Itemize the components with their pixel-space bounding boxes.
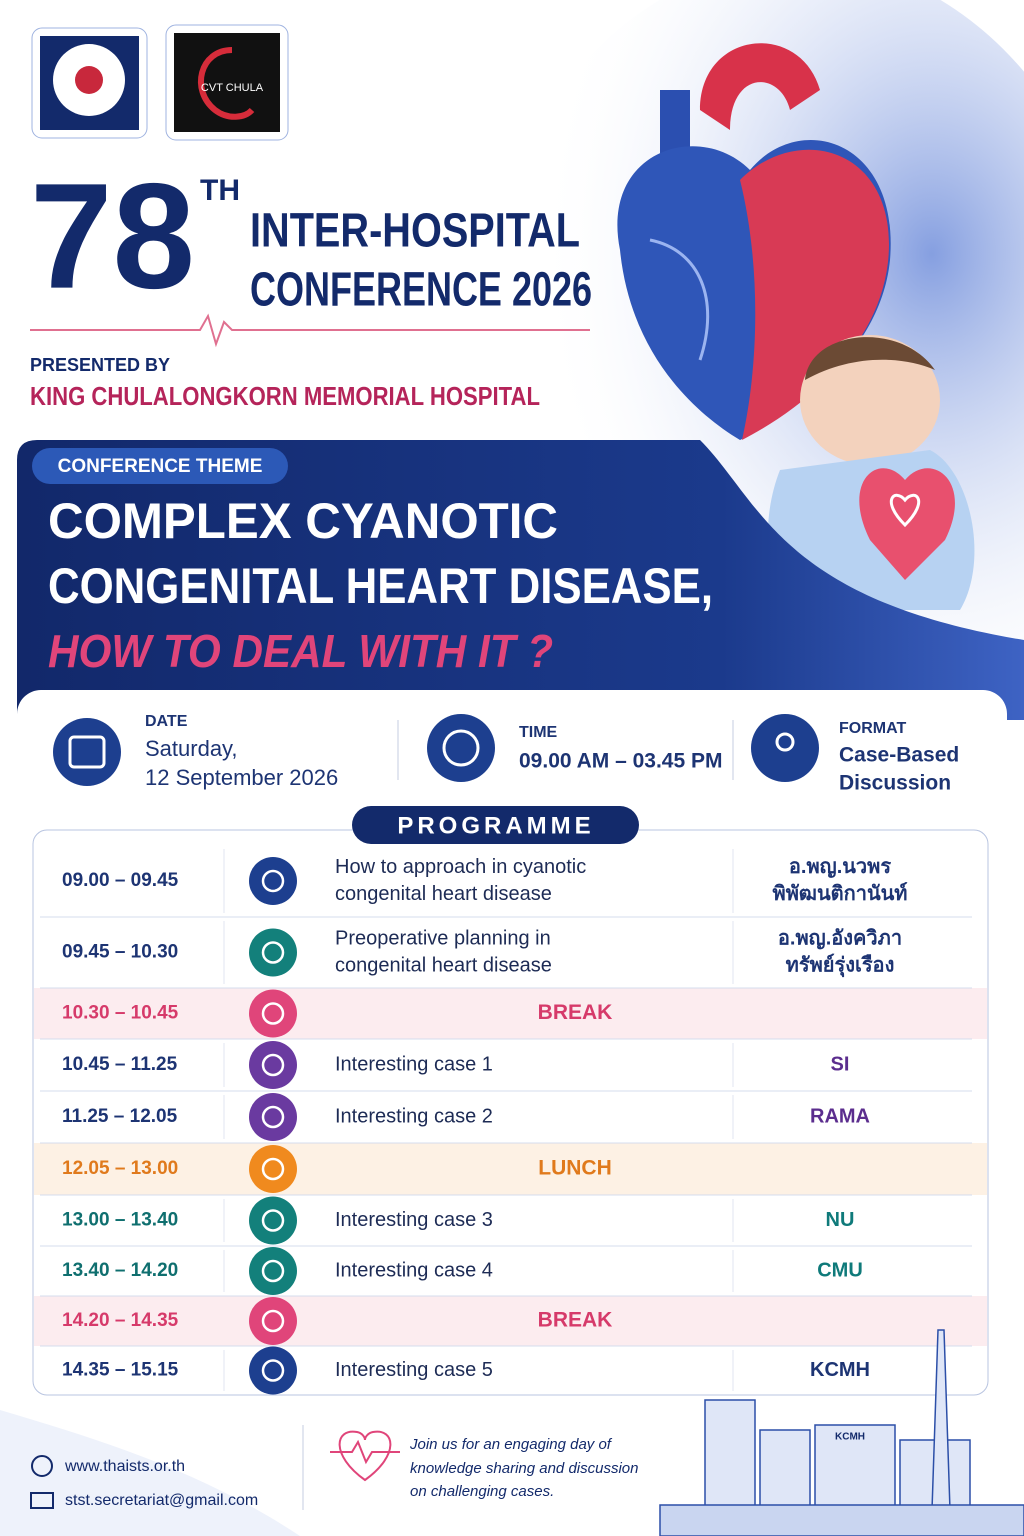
- row-icon: [249, 928, 297, 977]
- row-icon: [249, 1041, 297, 1089]
- row-icon-glyph: [261, 1053, 285, 1077]
- format-icon: [751, 714, 819, 782]
- row-speaker: อ.พญ.อังควิภา: [778, 927, 902, 949]
- calendar-icon: [53, 718, 121, 786]
- info-value: Discussion: [839, 772, 951, 795]
- row-icon-glyph: [261, 1105, 285, 1129]
- row-speaker: SI: [831, 1053, 850, 1075]
- row-icon: [249, 1196, 297, 1245]
- edition-suffix: TH: [200, 174, 240, 207]
- email[interactable]: stst.secretariat@gmail.com: [65, 1492, 258, 1509]
- edition-number: 78: [30, 152, 195, 320]
- theme-label: CONFERENCE THEME: [58, 456, 263, 477]
- row-topic: congenital heart disease: [335, 883, 552, 905]
- row-background: [34, 1143, 987, 1195]
- row-speaker: RAMA: [810, 1105, 870, 1127]
- clock-icon: [427, 714, 495, 782]
- info-value: Case-Based: [839, 744, 959, 767]
- website[interactable]: www.thaists.or.th: [64, 1458, 185, 1475]
- format-glyph: [775, 732, 795, 752]
- mail-icon: [30, 1492, 54, 1509]
- footer-wave: [0, 1410, 300, 1536]
- row-time: 14.35 – 15.15: [62, 1360, 179, 1381]
- row-speaker: ทรัพย์รุ่งเรือง: [786, 953, 895, 977]
- theme-title: COMPLEX CYANOTIC: [48, 493, 558, 549]
- row-topic: Interesting case 4: [335, 1259, 493, 1281]
- row-topic: congenital heart disease: [335, 954, 552, 976]
- row-topic: Interesting case 5: [335, 1359, 493, 1381]
- programme-rows: 09.00 – 09.45 How to approach in cyanotic…: [34, 849, 987, 1395]
- row-icon-glyph: [261, 869, 285, 893]
- row-time: 09.45 – 10.30: [62, 942, 178, 963]
- theme-title: CONGENITAL HEART DISEASE,: [48, 558, 713, 614]
- hospital-skyline: [659, 1329, 1024, 1536]
- row-speaker: NU: [826, 1209, 855, 1231]
- row-background: [34, 1296, 987, 1346]
- row-label: BREAK: [538, 1001, 613, 1024]
- row-topic: Preoperative planning in: [335, 927, 551, 949]
- row-label: BREAK: [538, 1309, 613, 1332]
- building-sign: KCMH: [835, 1432, 865, 1443]
- info-label: DATE: [145, 713, 188, 730]
- row-topic: How to approach in cyanotic: [335, 856, 586, 878]
- row-topic: Interesting case 3: [335, 1209, 493, 1231]
- row-topic: Interesting case 1: [335, 1053, 493, 1075]
- row-background: [34, 988, 987, 1039]
- presenter: KING CHULALONGKORN MEMORIAL HOSPITAL: [30, 381, 540, 411]
- row-time: 12.05 – 13.00: [62, 1158, 178, 1179]
- ecg-line: [30, 313, 590, 348]
- theme-subtitle: HOW TO DEAL WITH IT ?: [48, 625, 553, 677]
- logo-text: CVT CHULA: [201, 82, 264, 94]
- calendar-glyph: [68, 735, 106, 769]
- globe-icon: [31, 1455, 53, 1477]
- programme-pill: [352, 806, 639, 844]
- row-icon: [249, 1093, 297, 1141]
- row-icon: [249, 857, 297, 905]
- row-time: 10.45 – 11.25: [62, 1054, 178, 1075]
- row-icon-glyph: [261, 1209, 285, 1232]
- row-time: 14.20 – 14.35: [62, 1310, 179, 1331]
- row-speaker: CMU: [817, 1259, 863, 1281]
- info-value: 12 September 2026: [145, 765, 338, 790]
- row-speaker: พิพัฒนติกานันท์: [773, 882, 908, 905]
- row-icon: [249, 1297, 297, 1345]
- row-icon-glyph: [261, 1157, 285, 1181]
- footer-message: on challenging cases.: [410, 1483, 554, 1500]
- row-icon-glyph: [261, 1359, 285, 1382]
- presented-by: PRESENTED BY: [30, 355, 170, 375]
- title-line: CONFERENCE 2026: [250, 264, 592, 317]
- row-time: 10.30 – 10.45: [62, 1003, 179, 1024]
- logo-cvt-heart: [197, 47, 255, 120]
- heart-ecg-icon: [330, 1430, 400, 1482]
- theme-band: [17, 440, 1024, 720]
- footer-message: knowledge sharing and discussion: [410, 1460, 638, 1477]
- info-label: TIME: [519, 724, 558, 741]
- info-value: Saturday,: [145, 736, 238, 761]
- logo-seal-heart: [75, 66, 103, 94]
- row-icon: [249, 1346, 297, 1395]
- info-value: 09.00 AM – 03.45 PM: [519, 750, 723, 773]
- row-time: 13.40 – 14.20: [62, 1260, 178, 1281]
- row-icon-glyph: [261, 1259, 285, 1283]
- row-speaker: KCMH: [810, 1359, 870, 1381]
- title-line: INTER-HOSPITAL: [250, 205, 580, 258]
- programme-title: PROGRAMME: [397, 812, 594, 839]
- info-label: FORMAT: [839, 720, 906, 737]
- row-icon: [249, 1145, 297, 1193]
- row-icon: [249, 989, 297, 1038]
- row-time: 13.00 – 13.40: [62, 1210, 178, 1231]
- row-speaker: อ.พญ.นวพร: [789, 856, 891, 878]
- footer-message: Join us for an engaging day of: [409, 1436, 613, 1453]
- row-icon: [249, 1247, 297, 1295]
- clock-glyph: [442, 729, 480, 767]
- row-icon-glyph: [261, 941, 285, 964]
- row-label: LUNCH: [538, 1157, 612, 1180]
- row-time: 11.25 – 12.05: [62, 1106, 178, 1127]
- row-time: 09.00 – 09.45: [62, 870, 179, 891]
- row-topic: Interesting case 2: [335, 1105, 493, 1127]
- row-icon-glyph: [261, 1309, 285, 1333]
- row-icon-glyph: [261, 1002, 285, 1025]
- theme-pill: [32, 448, 288, 484]
